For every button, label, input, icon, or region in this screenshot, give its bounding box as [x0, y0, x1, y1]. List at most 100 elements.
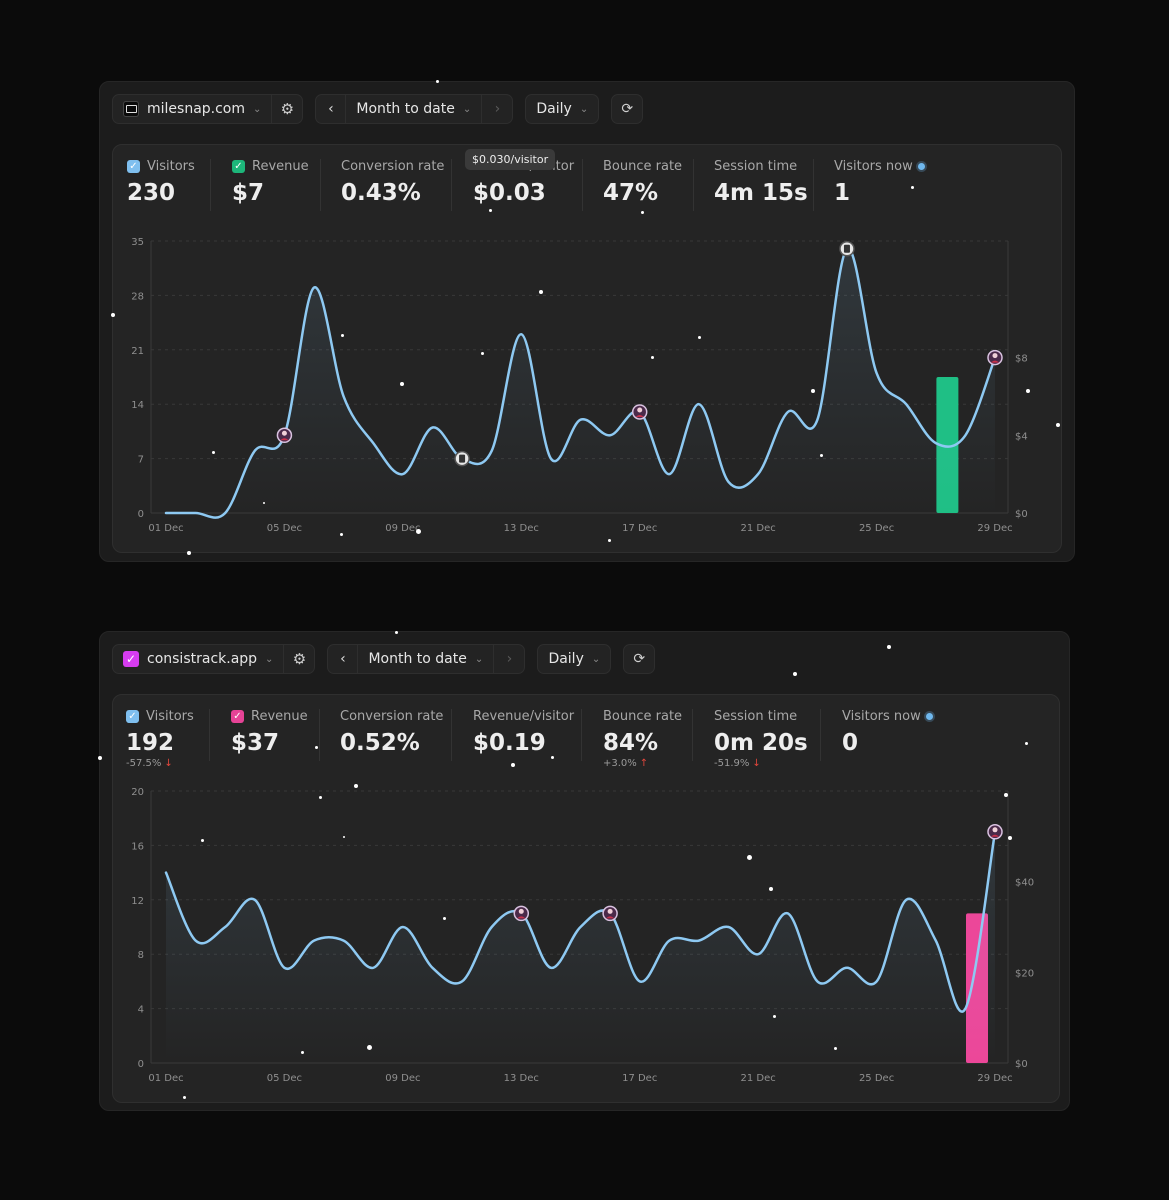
previous-period-button[interactable]: ‹: [316, 95, 347, 123]
sparkle-dot: [340, 333, 344, 337]
stat-visitors[interactable]: ✓ Visitors 230: [127, 159, 195, 215]
stat-visitors-now: Visitors now 0: [842, 709, 933, 765]
avatar-marker: [602, 905, 618, 922]
divider: [581, 709, 582, 761]
sparkle-dot: [1008, 836, 1012, 840]
stat-value: 0.52%: [340, 730, 420, 756]
sparkle-dot: [910, 185, 914, 189]
avatar-body: [991, 360, 999, 363]
stat-visitors-now: Visitors now 1: [834, 159, 925, 215]
stat-value: 0.43%: [341, 180, 421, 206]
site-panel-consistrack: ✓ consistrack.app ⌄ ⚙ ‹ Month to date ⌄ …: [99, 631, 1070, 1111]
y-right-tick-label: $20: [1015, 968, 1034, 979]
avatar-face: [607, 908, 613, 914]
stat-value: $37: [231, 730, 280, 756]
stat-conversion-rate: Conversion rate 0.43%: [341, 159, 444, 215]
note-sheet: [843, 244, 850, 253]
sparkle-dot: [394, 630, 398, 634]
sparkle-dot: [833, 1046, 837, 1050]
arrow-down-icon: ↓: [164, 758, 173, 769]
stat-bounce-rate: Bounce rate 84% +3.0% ↑: [603, 709, 682, 769]
y-tick-label: 0: [138, 509, 144, 520]
y-tick-label: 35: [131, 237, 144, 248]
change-value: -57.5%: [126, 758, 162, 769]
arrow-up-icon: ↑: [639, 758, 649, 769]
sparkle-dot: [769, 887, 773, 891]
date-range-selector[interactable]: Month to date ⌄: [346, 95, 483, 123]
x-tick-label: 05 Dec: [267, 1073, 302, 1084]
chevron-right-icon: ›: [494, 101, 501, 117]
sparkle-dot: [200, 838, 204, 842]
x-tick-label: 09 Dec: [385, 1073, 420, 1084]
previous-period-button[interactable]: ‹: [328, 645, 359, 673]
sparkle-dot: [746, 854, 752, 860]
settings-button[interactable]: ⚙: [284, 645, 314, 673]
y-tick-label: 28: [131, 291, 144, 302]
x-tick-label: 01 Dec: [148, 1073, 183, 1084]
stat-visitors[interactable]: ✓ Visitors 192 -57.5% ↓: [126, 709, 194, 769]
refresh-button[interactable]: ⟳: [612, 95, 642, 123]
site-selector-group: milesnap.com ⌄ ⚙: [112, 94, 304, 124]
stat-session-time: Session time 0m 20s -51.9% ↓: [714, 709, 808, 769]
interval-selector[interactable]: Daily ⌄: [526, 95, 598, 123]
sparkle-dot: [300, 1050, 304, 1054]
settings-button[interactable]: ⚙: [272, 95, 302, 123]
avatar-face: [992, 353, 998, 359]
checkbox-checked-icon[interactable]: ✓: [126, 710, 139, 723]
avatar-face: [637, 407, 643, 413]
stat-value: $0.03: [473, 180, 546, 206]
chevron-left-icon: ‹: [328, 101, 334, 117]
sparkle-dot: [211, 450, 215, 454]
stat-revenue[interactable]: ✓ Revenue $7: [232, 159, 309, 215]
sparkle-dot: [1004, 793, 1008, 797]
sparkle-dot: [1026, 389, 1030, 393]
y-right-tick-label: $8: [1015, 354, 1028, 365]
refresh-button[interactable]: ⟳: [624, 645, 654, 673]
y-tick-label: 8: [138, 950, 144, 961]
y-tick-label: 21: [131, 346, 144, 357]
divider: [451, 709, 452, 761]
sparkle-dot: [415, 528, 421, 534]
next-period-button[interactable]: ›: [482, 95, 512, 123]
checkbox-checked-icon[interactable]: ✓: [232, 160, 245, 173]
checkbox-checked-icon[interactable]: ✓: [231, 710, 244, 723]
date-range-label: Month to date: [368, 651, 467, 667]
divider: [320, 159, 321, 211]
sparkle-dot: [550, 755, 554, 759]
site-panel-milesnap: milesnap.com ⌄ ⚙ ‹ Month to date ⌄ › Dai…: [99, 81, 1075, 562]
x-tick-label: 25 Dec: [859, 1073, 894, 1084]
y-right-tick-label: $0: [1015, 509, 1028, 520]
stat-label: Conversion rate: [341, 159, 445, 174]
chevron-down-icon: ⌄: [253, 103, 262, 115]
sparkle-dot: [772, 1014, 776, 1018]
divider: [451, 159, 452, 211]
sparkle-dot: [1024, 741, 1028, 745]
stat-label: Revenue: [252, 159, 309, 174]
stat-conversion-rate: Conversion rate 0.52%: [340, 709, 443, 765]
stat-revenue[interactable]: ✓ Revenue $37: [231, 709, 308, 765]
sparkle-dot: [511, 763, 515, 767]
stat-label: Conversion rate: [340, 709, 444, 724]
stat-label: Visitors now: [842, 709, 921, 724]
date-range-selector[interactable]: Month to date ⌄: [358, 645, 495, 673]
sparkle-dot: [263, 502, 265, 504]
avatar-marker: [987, 349, 1003, 366]
divider: [693, 159, 694, 211]
divider: [210, 159, 211, 211]
sparkle-dot: [819, 453, 823, 457]
sparkle-dot: [1056, 423, 1060, 427]
next-period-button[interactable]: ›: [494, 645, 524, 673]
sparkle-dot: [366, 1044, 372, 1050]
site-selector[interactable]: milesnap.com ⌄: [113, 95, 273, 123]
sparkle-dot: [650, 355, 654, 359]
chevron-left-icon: ‹: [340, 651, 346, 667]
sparkle-dot: [793, 672, 797, 676]
checkbox-checked-icon[interactable]: ✓: [127, 160, 140, 173]
site-selector[interactable]: ✓ consistrack.app ⌄: [113, 645, 285, 673]
site-selector-group: ✓ consistrack.app ⌄ ⚙: [112, 644, 316, 674]
stat-session-time: Session time 4m 15s: [714, 159, 808, 215]
stat-change: -51.9% ↓: [714, 758, 808, 769]
x-tick-label: 29 Dec: [977, 523, 1012, 534]
interval-selector[interactable]: Daily ⌄: [538, 645, 610, 673]
change-value: +3.0%: [603, 758, 637, 769]
